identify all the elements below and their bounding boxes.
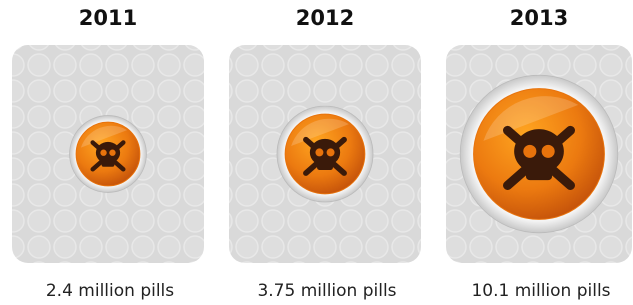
value-label: 3.75 million pills — [257, 281, 396, 301]
skull-icon — [508, 129, 571, 185]
skull-eye — [100, 150, 106, 156]
skull-icon — [93, 142, 124, 169]
badge — [277, 106, 373, 202]
skull-eye — [542, 145, 555, 158]
badge — [460, 75, 618, 233]
skull-eye — [327, 148, 335, 156]
value-label: 2.4 million pills — [46, 281, 174, 301]
badge — [70, 116, 147, 193]
page: {"chart_data": {"type": "bubble", "categ… — [0, 0, 633, 305]
skull-icon — [306, 139, 344, 173]
skull-eye — [523, 145, 536, 158]
skull-jaw — [526, 164, 552, 180]
chart: 2011 2.4 million pills 2012 3.75 million pi… — [0, 0, 633, 305]
skull-jaw — [317, 160, 333, 170]
skull-jaw — [102, 159, 115, 167]
year-label: 2012 — [296, 6, 354, 30]
value-label: 10.1 million pills — [471, 281, 610, 301]
skull-eye — [109, 150, 115, 156]
year-label: 2013 — [510, 6, 568, 30]
skull-eye — [315, 148, 323, 156]
year-label: 2011 — [79, 6, 137, 30]
